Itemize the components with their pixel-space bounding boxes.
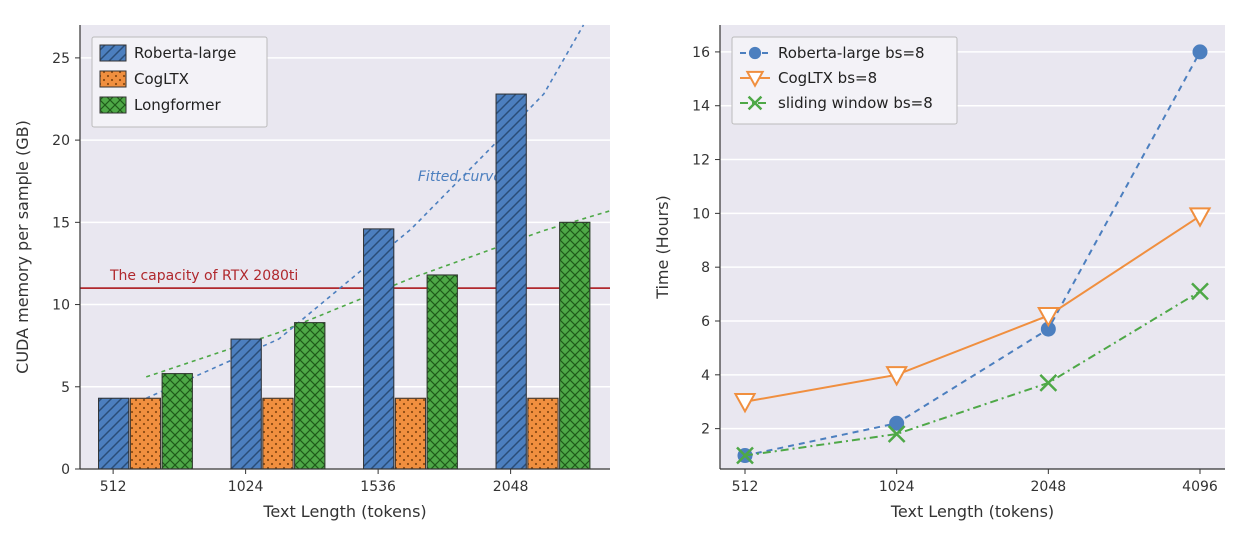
svg-text:16: 16 — [692, 45, 710, 61]
left-panel: 0 5 10 15 20 25 512 1024 1536 2048 The capacity of… — [10, 10, 620, 529]
svg-text:512: 512 — [100, 479, 127, 495]
xlabel: Text Length (tokens) — [262, 502, 426, 521]
ylabel: CUDA memory per sample (GB) — [13, 120, 32, 374]
svg-text:14: 14 — [692, 99, 710, 115]
svg-text:10: 10 — [52, 298, 70, 314]
svg-text:15: 15 — [52, 215, 70, 231]
svg-text:20: 20 — [52, 133, 70, 149]
svg-text:25: 25 — [52, 51, 70, 67]
right-panel: 2 4 6 8 10 12 14 16 512 1024 2048 4096 Text Length (… — [650, 10, 1241, 529]
svg-text:1024: 1024 — [879, 479, 915, 495]
xlabel: Text Length (tokens) — [890, 502, 1054, 521]
svg-text:Longformer: Longformer — [134, 96, 222, 114]
svg-text:512: 512 — [732, 479, 759, 495]
svg-text:CogLTX: CogLTX — [134, 70, 189, 88]
svg-text:5: 5 — [61, 380, 70, 396]
legend: Roberta-large bs=8 CogLTX bs=8 sliding win… — [732, 37, 957, 124]
svg-text:4: 4 — [701, 368, 710, 384]
svg-text:CogLTX bs=8: CogLTX bs=8 — [778, 69, 877, 87]
svg-text:6: 6 — [701, 314, 710, 330]
rtx-label: The capacity of RTX 2080ti — [109, 268, 298, 284]
svg-text:1024: 1024 — [228, 479, 264, 495]
svg-text:2: 2 — [701, 422, 710, 438]
svg-text:0: 0 — [61, 462, 70, 478]
svg-text:2048: 2048 — [1031, 479, 1067, 495]
svg-text:12: 12 — [692, 153, 710, 169]
svg-text:4096: 4096 — [1182, 479, 1218, 495]
line-chart: 2 4 6 8 10 12 14 16 512 1024 2048 4096 Text Length (… — [650, 10, 1240, 529]
svg-text:1536: 1536 — [360, 479, 396, 495]
svg-text:2048: 2048 — [493, 479, 529, 495]
bar-chart: 0 5 10 15 20 25 512 1024 1536 2048 The capacity of… — [10, 10, 620, 529]
svg-text:Roberta-large bs=8: Roberta-large bs=8 — [778, 44, 925, 62]
fitted-curve-label: Fitted curve — [418, 169, 502, 185]
legend: Roberta-large CogLTX Longformer — [92, 37, 267, 127]
svg-text:10: 10 — [692, 206, 710, 222]
ylabel: Time (Hours) — [653, 195, 672, 300]
svg-text:sliding window bs=8: sliding window bs=8 — [778, 94, 933, 112]
svg-text:8: 8 — [701, 260, 710, 276]
svg-text:Roberta-large: Roberta-large — [134, 44, 236, 62]
